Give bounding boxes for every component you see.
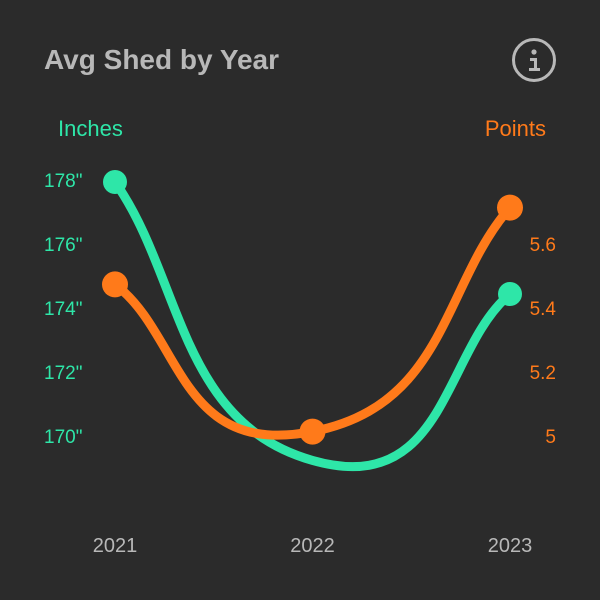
series-marker bbox=[102, 271, 128, 297]
series-marker bbox=[498, 282, 522, 306]
left-ytick: 170" bbox=[44, 427, 82, 449]
right-ytick: 5.6 bbox=[530, 235, 556, 257]
chart-plot bbox=[0, 0, 600, 600]
series-marker bbox=[497, 195, 523, 221]
left-ytick: 178" bbox=[44, 171, 82, 193]
series-line bbox=[115, 208, 510, 436]
right-ytick: 5 bbox=[545, 427, 556, 449]
x-tick: 2023 bbox=[488, 535, 533, 558]
right-ytick: 5.2 bbox=[530, 363, 556, 385]
x-tick: 2022 bbox=[290, 535, 335, 558]
right-ytick: 5.4 bbox=[530, 299, 556, 321]
series-marker bbox=[300, 419, 326, 445]
left-ytick: 176" bbox=[44, 235, 82, 257]
x-tick: 2021 bbox=[93, 535, 138, 558]
left-ytick: 174" bbox=[44, 299, 82, 321]
series-marker bbox=[103, 170, 127, 194]
left-ytick: 172" bbox=[44, 363, 82, 385]
